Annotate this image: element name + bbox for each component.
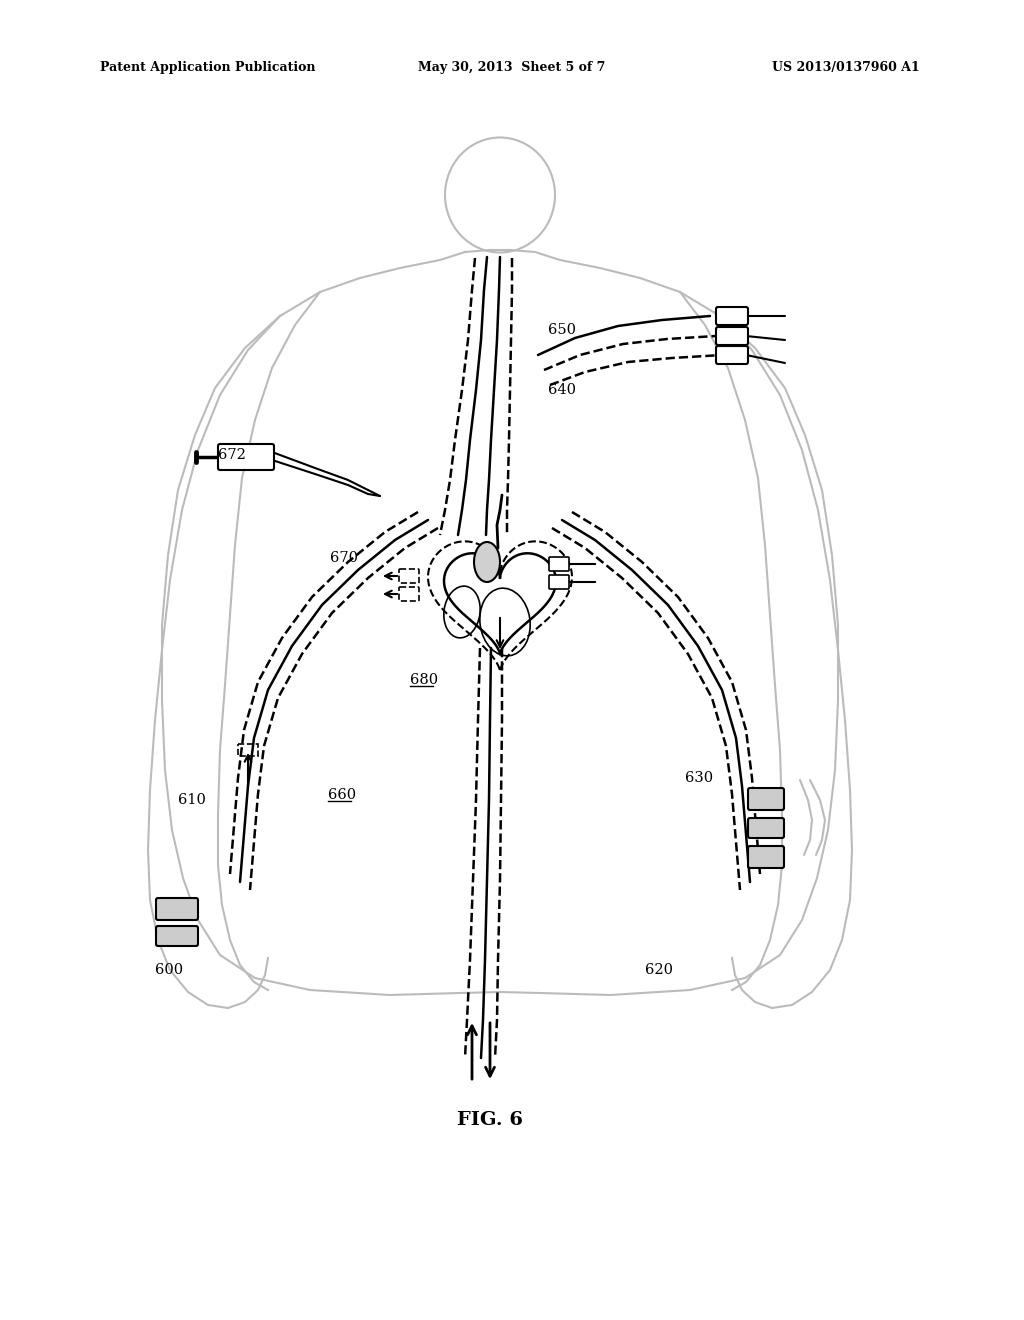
Text: 680: 680 — [410, 673, 438, 686]
Text: May 30, 2013  Sheet 5 of 7: May 30, 2013 Sheet 5 of 7 — [419, 62, 605, 74]
Text: 672: 672 — [218, 447, 246, 462]
FancyBboxPatch shape — [748, 788, 784, 810]
FancyBboxPatch shape — [549, 576, 569, 589]
FancyBboxPatch shape — [399, 569, 419, 583]
FancyBboxPatch shape — [399, 587, 419, 601]
FancyBboxPatch shape — [716, 346, 748, 364]
FancyBboxPatch shape — [218, 444, 274, 470]
Text: 640: 640 — [548, 383, 575, 397]
Text: 670: 670 — [330, 550, 358, 565]
FancyBboxPatch shape — [549, 557, 569, 572]
FancyBboxPatch shape — [156, 898, 198, 920]
Text: 600: 600 — [155, 964, 183, 977]
Text: 650: 650 — [548, 323, 575, 337]
Text: 630: 630 — [685, 771, 713, 785]
Ellipse shape — [474, 543, 500, 582]
FancyBboxPatch shape — [716, 327, 748, 345]
Text: US 2013/0137960 A1: US 2013/0137960 A1 — [772, 62, 920, 74]
FancyBboxPatch shape — [716, 308, 748, 325]
FancyBboxPatch shape — [156, 927, 198, 946]
FancyBboxPatch shape — [748, 818, 784, 838]
Bar — [238, 744, 258, 756]
FancyBboxPatch shape — [748, 846, 784, 869]
Text: 660: 660 — [328, 788, 356, 803]
Text: Patent Application Publication: Patent Application Publication — [100, 62, 315, 74]
Text: FIG. 6: FIG. 6 — [457, 1111, 523, 1129]
Text: 610: 610 — [178, 793, 206, 807]
Text: 620: 620 — [645, 964, 673, 977]
